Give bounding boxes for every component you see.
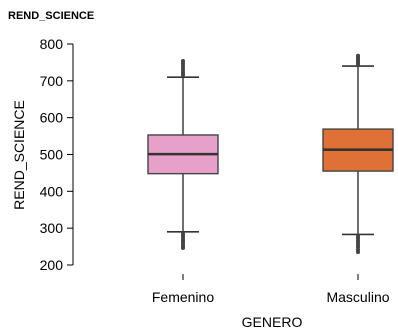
y-tick-label: 200 — [40, 257, 64, 273]
y-tick-label: 800 — [40, 36, 64, 52]
y-tick-label: 600 — [40, 110, 64, 126]
y-tick-label: 700 — [40, 73, 64, 89]
plot-area — [147, 53, 394, 255]
x-tick-label: Femenino — [152, 289, 214, 305]
y-axis: 200 300 400 500 600 700 800 — [40, 36, 74, 273]
outlier-point — [181, 58, 185, 63]
x-axis-label: GENERO — [242, 314, 303, 330]
box-group-masculino — [322, 53, 394, 255]
y-axis-label: REND_SCIENCE — [11, 100, 27, 210]
box-group-femenino — [147, 58, 219, 251]
x-tick-label: Masculino — [326, 289, 389, 305]
outlier-point — [181, 246, 185, 251]
outlier-point — [356, 250, 360, 255]
outlier-point — [356, 53, 360, 58]
x-axis: Femenino Masculino — [152, 274, 390, 305]
y-tick-label: 500 — [40, 147, 64, 163]
y-tick-label: 400 — [40, 183, 64, 199]
y-tick-label: 300 — [40, 220, 64, 236]
chart-title: REND_SCIENCE — [8, 10, 95, 22]
